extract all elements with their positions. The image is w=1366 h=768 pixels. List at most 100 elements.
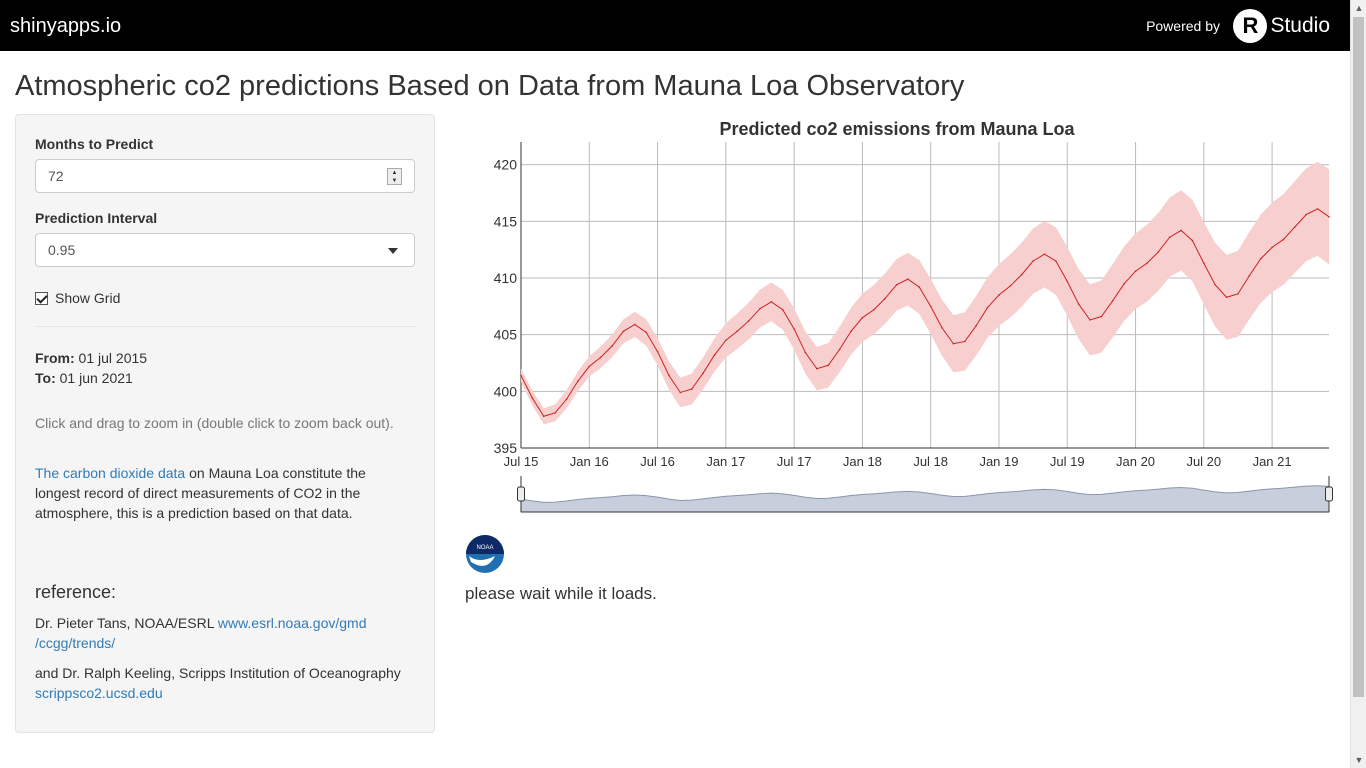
scripps-link[interactable]: scrippsco2.ucsd.edu <box>35 685 163 701</box>
show-grid-label[interactable]: Show Grid <box>55 290 121 306</box>
data-point <box>1146 262 1148 265</box>
brand-title[interactable]: shinyapps.io <box>10 15 122 37</box>
prediction-line <box>520 208 1330 417</box>
data-point <box>941 327 943 329</box>
range-selector-area <box>520 485 1330 513</box>
data-point <box>998 294 1000 296</box>
x-tick-label: Jan 21 <box>1253 454 1292 469</box>
x-tick-label: Jan 19 <box>979 454 1018 469</box>
data-point <box>1043 253 1046 255</box>
data-point <box>964 340 966 343</box>
data-point <box>1259 257 1262 260</box>
scroll-down-arrow-icon[interactable]: ▼ <box>1354 755 1364 765</box>
months-input[interactable]: 72 ▲ ▼ <box>35 159 415 193</box>
noaa-logo-icon: NOAA <box>466 535 504 573</box>
data-point <box>827 364 830 367</box>
data-point <box>929 305 932 308</box>
interval-select[interactable]: 0.95 <box>35 233 415 267</box>
data-point <box>952 342 955 345</box>
data-point <box>1294 226 1296 228</box>
data-point <box>918 286 921 288</box>
desc-line3: atmosphere, this is a prediction based o… <box>35 505 353 521</box>
to-date: To: 01 jun 2021 <box>35 368 133 388</box>
data-point <box>907 278 909 280</box>
data-point <box>975 324 978 327</box>
esrl-link-a[interactable]: www.esrl.noaa.gov/gmd <box>217 615 367 631</box>
data-point <box>1282 238 1285 241</box>
data-point <box>986 306 989 309</box>
data-point <box>634 323 636 326</box>
co2-chart[interactable]: 395 400 405 410 415 420 Jul 15 Jan 16 Jul 16 Jan … <box>465 114 1335 524</box>
from-value: 01 jul 2015 <box>74 350 148 366</box>
data-point <box>1214 284 1216 286</box>
data-point <box>1203 262 1205 265</box>
y-tick-label: 400 <box>494 383 518 399</box>
data-point <box>645 331 647 334</box>
to-value: 01 jun 2021 <box>55 370 133 386</box>
x-tick-label: Jan 17 <box>706 454 745 469</box>
main-panel: Predicted co2 emissions from Mauna Loa 3… <box>465 114 1335 614</box>
data-point <box>872 308 875 311</box>
to-label: To: <box>35 370 56 386</box>
x-tick-label: Jul 20 <box>1186 454 1221 469</box>
range-handle-right[interactable] <box>1325 486 1333 502</box>
data-point <box>1237 293 1239 295</box>
page-title: Atmospheric co2 predictions Based on Dat… <box>15 70 965 102</box>
data-point <box>542 415 545 418</box>
x-tick-label: Jul 17 <box>777 454 812 469</box>
r-logo-icon: R <box>1233 9 1268 43</box>
data-point <box>816 367 818 370</box>
data-point <box>690 388 693 390</box>
range-handle-left[interactable] <box>517 486 525 502</box>
zoom-hint: Click and drag to zoom in (double click … <box>35 415 394 431</box>
x-tick-label: Jan 20 <box>1116 454 1155 469</box>
data-point <box>838 348 841 351</box>
powered-by-text: Powered by <box>1146 18 1220 34</box>
y-tick-label: 395 <box>494 440 518 456</box>
data-point <box>668 374 670 377</box>
x-tick-label: Jan 18 <box>843 454 882 469</box>
data-point <box>895 284 898 286</box>
data-point <box>1168 236 1171 238</box>
data-point <box>861 316 864 319</box>
reference-1: Dr. Pieter Tans, NOAA/ESRL www.esrl.noaa… <box>35 613 367 653</box>
prediction-interval-band <box>521 161 1329 425</box>
x-tick-label: Jul 15 <box>504 454 539 469</box>
data-point <box>1123 282 1125 285</box>
number-spinner[interactable]: ▲ ▼ <box>387 168 402 185</box>
sidebar-panel: Months to Predict 72 ▲ ▼ Prediction Inte… <box>15 114 435 733</box>
show-grid-checkbox[interactable] <box>35 291 48 305</box>
data-point <box>781 308 784 311</box>
top-navbar: shinyapps.io Powered by R Studio <box>0 0 1350 51</box>
carbon-data-link[interactable]: The carbon dioxide data <box>35 465 186 481</box>
esrl-link-b[interactable]: /ccgg/trends/ <box>35 635 116 651</box>
data-point <box>759 307 761 310</box>
data-point <box>1271 246 1273 249</box>
y-tick-label: 405 <box>494 327 518 343</box>
data-point <box>599 356 602 359</box>
data-point <box>1305 213 1308 216</box>
data-point <box>1248 274 1251 277</box>
divider <box>35 326 415 327</box>
data-point <box>1191 239 1194 242</box>
y-tick-label: 410 <box>494 270 518 286</box>
desc-line1: on Mauna Loa constitute the <box>185 465 366 481</box>
from-date: From: 01 jul 2015 <box>35 348 147 368</box>
rstudio-logo[interactable]: R Studio <box>1233 9 1330 43</box>
spinner-down-icon[interactable]: ▼ <box>391 178 398 184</box>
ref1-text: Dr. Pieter Tans, NOAA/ESRL <box>35 615 218 631</box>
data-point <box>1009 285 1012 287</box>
show-grid-row[interactable]: Show Grid <box>35 290 120 306</box>
data-point <box>1055 260 1057 262</box>
data-point <box>736 330 739 333</box>
interval-value: 0.95 <box>48 242 76 258</box>
scroll-thumb[interactable] <box>1353 17 1364 697</box>
spinner-up-icon[interactable]: ▲ <box>391 170 398 176</box>
desc-line2: longest record of direct measurements of… <box>35 485 361 501</box>
data-point <box>554 412 556 414</box>
vertical-scrollbar[interactable]: ▲ ▼ <box>1350 0 1366 768</box>
data-point <box>1020 273 1023 276</box>
description: The carbon dioxide data on Mauna Loa con… <box>35 463 366 523</box>
data-point <box>531 397 534 399</box>
scroll-up-arrow-icon[interactable]: ▲ <box>1354 3 1364 13</box>
